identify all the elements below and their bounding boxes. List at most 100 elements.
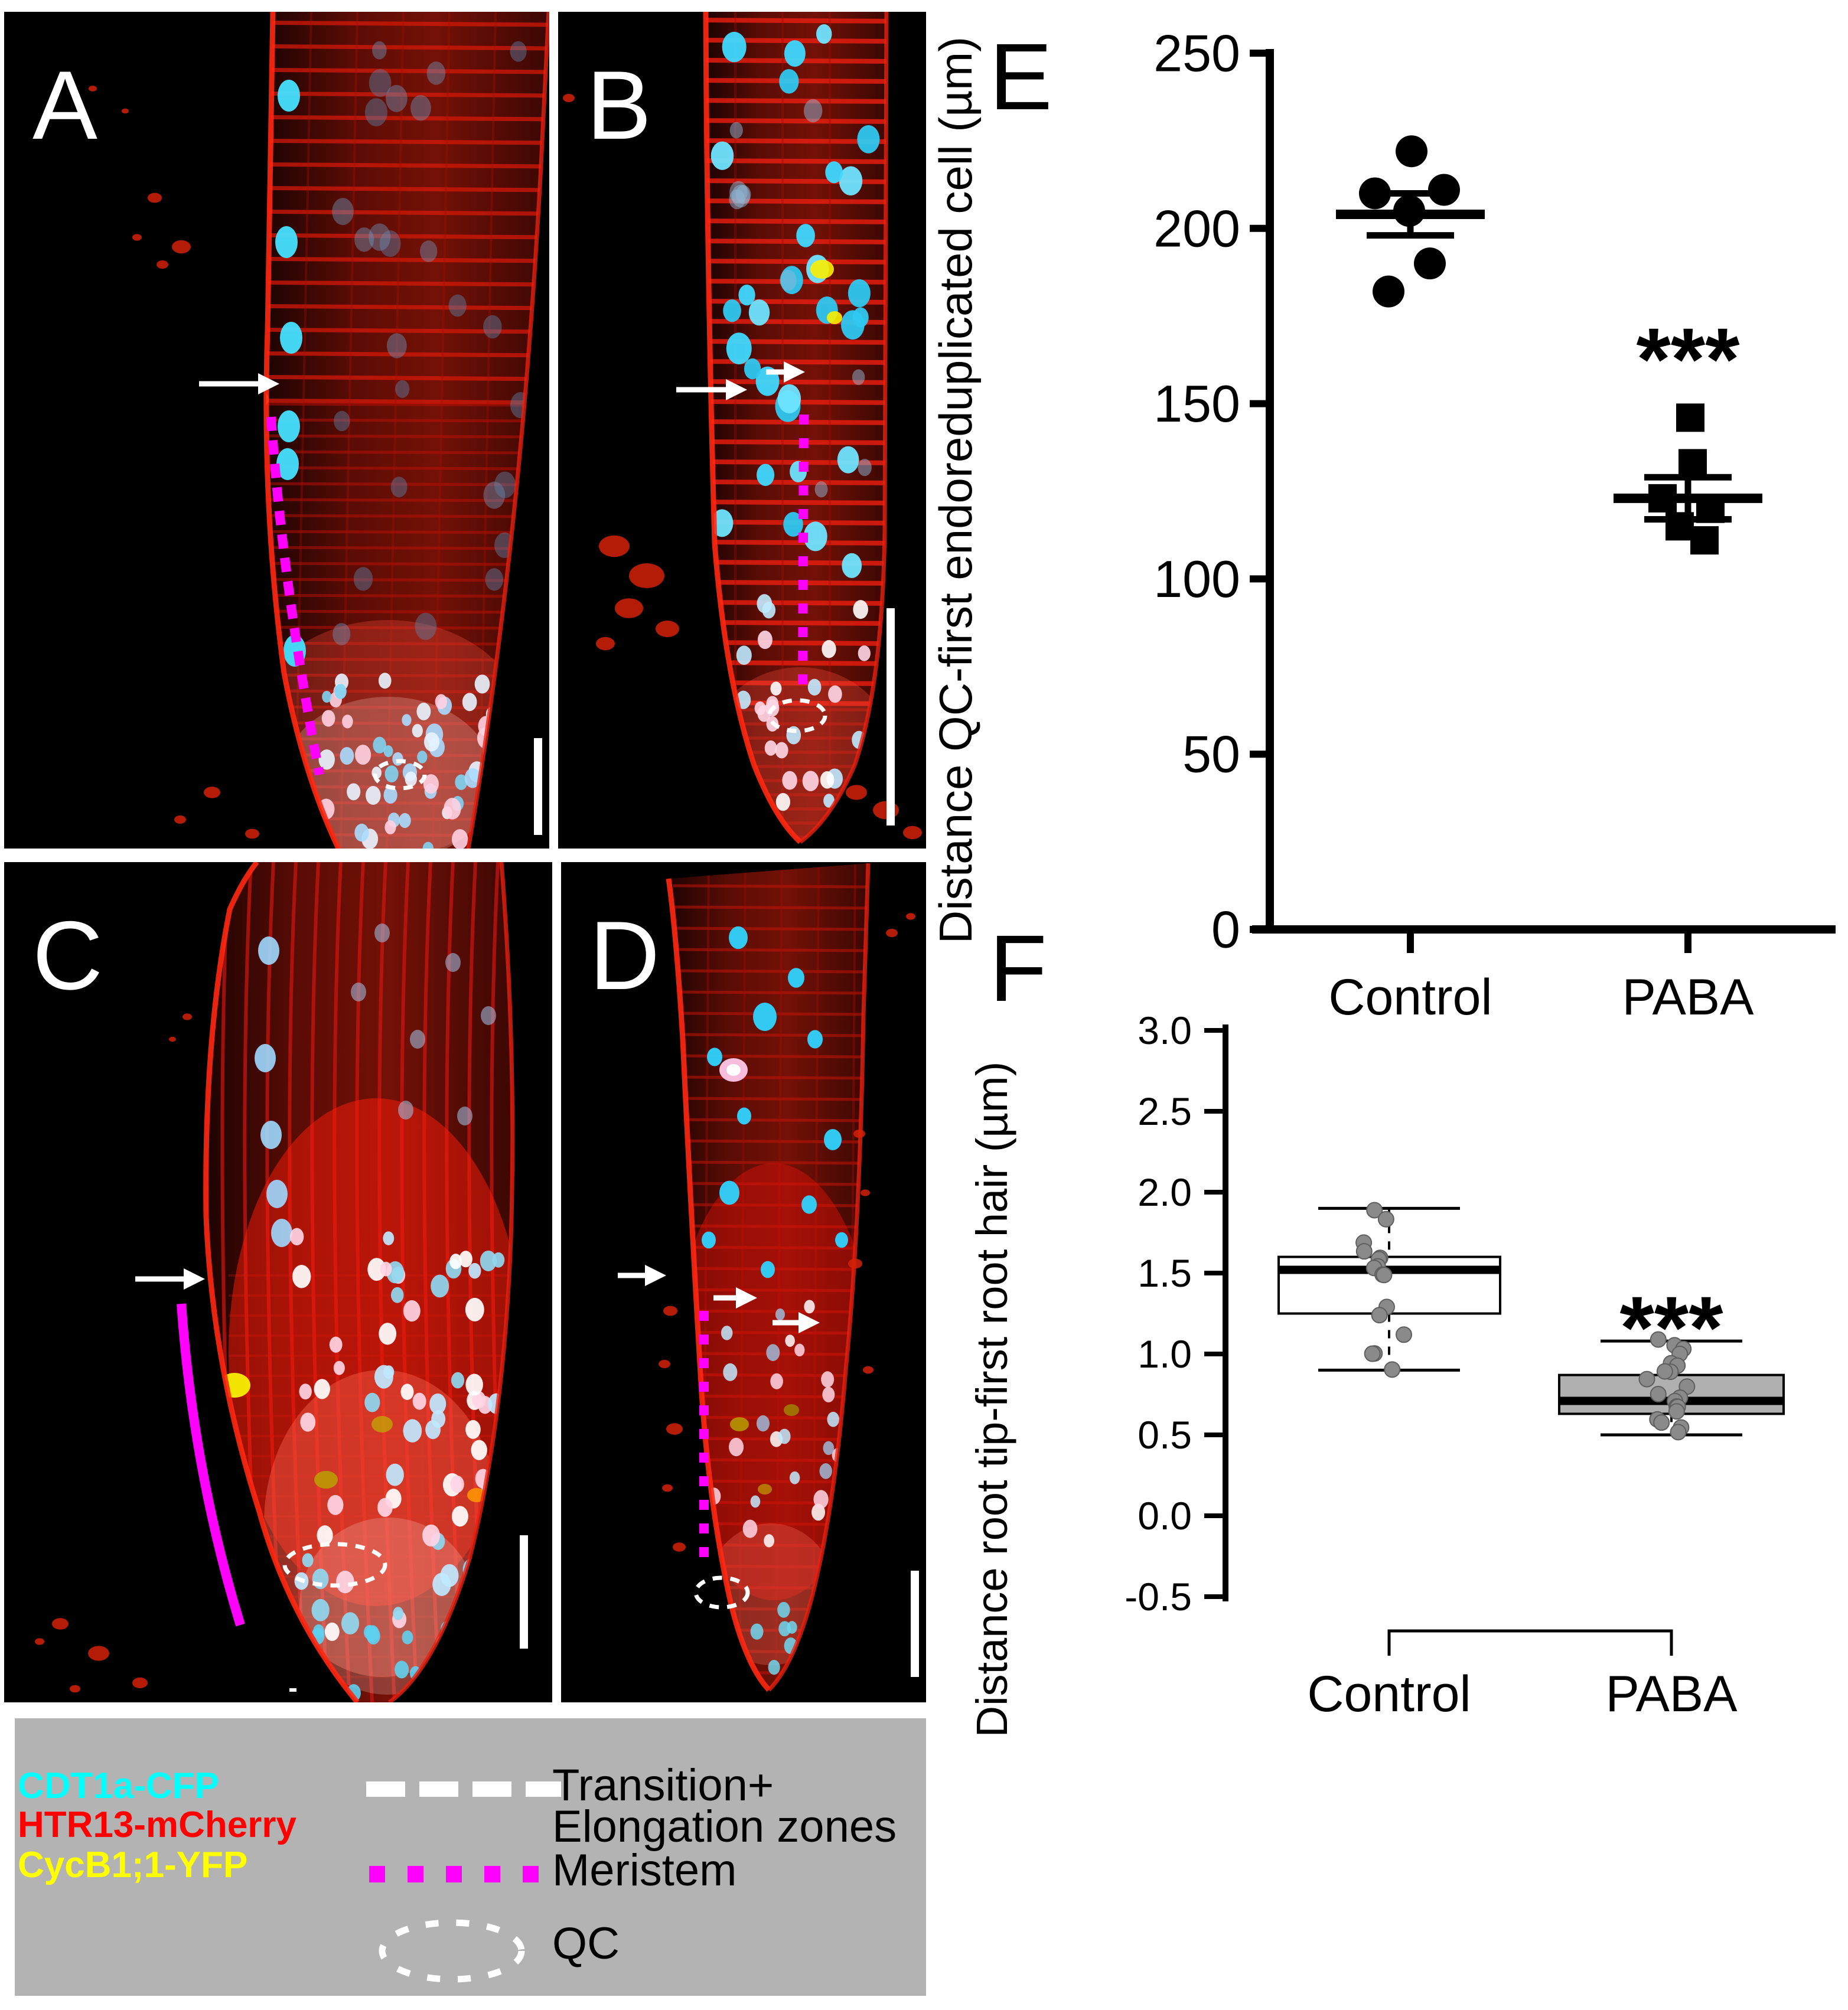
arrow-icon <box>713 1287 757 1309</box>
arrow-icon <box>766 361 805 383</box>
jitter-point <box>1364 1345 1381 1362</box>
panel-letter: B <box>586 51 651 159</box>
jitter-point <box>1376 1267 1393 1284</box>
significance-stars: *** <box>1636 309 1740 409</box>
jitter-point <box>1638 1371 1655 1388</box>
data-point-circle <box>1396 135 1427 168</box>
confocal-root-image: A <box>4 12 549 849</box>
jitter-point <box>1366 1202 1383 1219</box>
scale-bar <box>911 1571 919 1677</box>
root-tissue <box>669 863 868 1690</box>
data-point-circle <box>1428 174 1460 206</box>
y-tick-label: 50 <box>1182 725 1240 784</box>
legend-reporter-htr13-mcherry: HTR13-mCherry <box>18 1805 297 1845</box>
data-point-square <box>1690 526 1719 555</box>
y-tick-label: 100 <box>1153 550 1240 608</box>
arrow-icon <box>773 1312 820 1333</box>
root-tissue <box>266 12 549 849</box>
panel-letter: C <box>32 901 103 1010</box>
jitter-point <box>1650 1331 1667 1348</box>
scale-bar <box>520 1535 528 1649</box>
chart-f-boxplot: F Distance root tip-first root hair (µm) -… <box>967 915 1785 1738</box>
confocal-root-image: D <box>561 862 926 1702</box>
panel-letter-e: E <box>989 24 1052 129</box>
y-tick-label: 0.5 <box>1138 1413 1192 1457</box>
confocal-root-image: C <box>4 862 552 1702</box>
data-point-square <box>1678 449 1707 478</box>
jitter-point <box>1650 1385 1667 1402</box>
y-tick-label: 250 <box>1153 24 1240 83</box>
jitter-point <box>1668 1403 1685 1420</box>
arrow-icon <box>676 379 747 400</box>
micro-panel-c: C <box>4 862 552 1702</box>
arrow-icon <box>199 373 279 394</box>
y-tick-label: 200 <box>1153 199 1240 257</box>
jitter-point <box>1377 1210 1394 1228</box>
legend-reporter-cycb1-yfp: CycB1;1-YFP <box>18 1845 248 1885</box>
data-point-circle <box>1393 195 1425 227</box>
micro-panel-d: D <box>561 862 926 1702</box>
x-category-label: Control <box>1328 969 1492 1026</box>
y-axis-label: Distance root tip-first root hair (µm) <box>967 1062 1016 1738</box>
magenta-dotted-line-icon <box>369 1866 546 1882</box>
y-tick-label: 2.5 <box>1138 1089 1192 1133</box>
qc-dashed-ellipse-icon <box>379 1919 525 1983</box>
y-tick-label: 1.5 <box>1138 1251 1192 1295</box>
micro-panel-b: B <box>558 12 926 849</box>
qc-ellipse <box>373 759 427 791</box>
confocal-root-image: B <box>558 12 926 849</box>
group-bracket <box>1387 1629 1673 1656</box>
legend-zone-transition-label: Transition+ <box>552 1760 774 1810</box>
qc-ellipse <box>767 698 827 733</box>
arrow-icon <box>135 1268 205 1290</box>
panel-letter-f: F <box>989 915 1047 1021</box>
data-point-circle <box>1414 247 1446 280</box>
root-left-edge <box>203 862 360 1702</box>
arrow-icon <box>618 1265 666 1286</box>
panel-letter: A <box>32 51 97 159</box>
x-category-label: PABA <box>1622 969 1754 1026</box>
y-tick-label: 0 <box>1211 900 1240 959</box>
qc-ellipse <box>282 1542 387 1588</box>
y-tick-label: 3.0 <box>1138 1009 1192 1052</box>
legend-zone-elongation-label: Elongation zones <box>552 1802 897 1852</box>
x-category-label: Control <box>1307 1666 1471 1722</box>
meristem-zone-line <box>177 1303 245 1627</box>
scale-bar <box>886 608 895 825</box>
y-tick-label: 150 <box>1153 374 1240 433</box>
data-point-square <box>1696 494 1725 523</box>
significance-stars: *** <box>1619 1278 1723 1377</box>
root-left-edge <box>703 12 803 844</box>
data-point-square <box>1666 512 1694 541</box>
legend-zone-qc-label: QC <box>552 1918 620 1969</box>
scale-bar <box>534 738 542 835</box>
jitter-point <box>1384 1361 1401 1378</box>
figure-legend <box>15 1718 926 1996</box>
y-axis-label: Distance QC-first endoreduplicated cell … <box>930 37 982 944</box>
jitter-point <box>1670 1424 1687 1441</box>
data-point-circle <box>1373 275 1404 308</box>
y-tick-label: 2.0 <box>1138 1170 1192 1214</box>
jitter-point <box>1656 1363 1673 1380</box>
data-point-square <box>1676 403 1704 432</box>
y-tick-label: 1.0 <box>1138 1332 1192 1376</box>
jitter-point <box>1395 1326 1412 1343</box>
x-category-label: PABA <box>1605 1666 1738 1722</box>
micro-panel-a: A <box>4 12 549 849</box>
meristem-zone-line <box>266 416 324 776</box>
jitter-point <box>1653 1414 1670 1431</box>
white-dashed-line-icon <box>366 1781 561 1797</box>
data-point-square <box>1648 484 1677 513</box>
y-tick-label: -0.5 <box>1125 1575 1192 1619</box>
data-point-circle <box>1359 177 1391 210</box>
legend-reporter-cdt1a-cfp: CDT1a-CFP <box>18 1766 220 1806</box>
jitter-point <box>1371 1307 1388 1324</box>
jitter-point <box>1355 1243 1373 1260</box>
qc-ellipse <box>693 1575 750 1610</box>
root-left-edge <box>263 12 341 849</box>
panel-letter: D <box>589 901 660 1010</box>
y-tick-label: 0.0 <box>1138 1494 1192 1538</box>
legend-zone-meristem-label: Meristem <box>552 1845 737 1895</box>
